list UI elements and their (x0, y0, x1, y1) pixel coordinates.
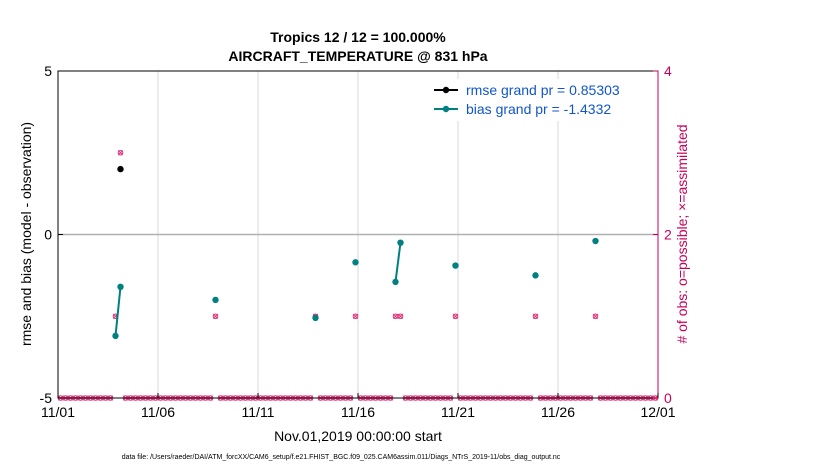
obs-possible-marker (452, 313, 459, 320)
bias-point (452, 262, 459, 269)
x-tick-label: 11/01 (41, 404, 75, 420)
obs-count-marker (452, 313, 459, 320)
obs-assimilated-marker (452, 313, 459, 319)
obs-assimilated-marker (352, 313, 359, 319)
y-tick-label: -5 (40, 390, 53, 406)
x-tick-label: 11/21 (441, 404, 475, 420)
legend: rmse grand pr = 0.85303 bias grand pr = … (428, 79, 650, 121)
legend-label-bias: bias grand pr = -1.4332 (466, 101, 611, 117)
bias-line-segment (114, 286, 122, 336)
rmse-point (117, 165, 124, 173)
obs-assimilated-marker (532, 313, 539, 319)
series-layer (112, 165, 599, 340)
x-tick-label: 11/11 (242, 404, 275, 420)
legend-box (428, 79, 650, 121)
obs-possible-marker (212, 313, 219, 320)
y-tick-label: 5 (44, 63, 52, 79)
obs-possible-marker (592, 313, 599, 320)
obs-count-marker (592, 313, 599, 320)
x-tick-label: 11/06 (141, 404, 175, 420)
obs-assimilated-marker (117, 150, 124, 156)
legend-marker-rmse (442, 86, 450, 94)
x-axis-label: Nov.01,2019 00:00:00 start (274, 428, 442, 444)
tick-layer: 11/01 11/06 11/11 11/16 11/21 11/26 12/01 -5 0 5 0… (40, 63, 676, 420)
obs-assimilated-marker (392, 313, 399, 319)
y-axis-label: rmse and bias (model - observation) (18, 122, 34, 346)
bias-point (592, 237, 599, 245)
y-tick-label: 0 (44, 227, 52, 243)
y-right-tick-label: 4 (664, 63, 672, 79)
x-tick-label: 11/26 (541, 404, 575, 420)
legend-label-rmse: rmse grand pr = 0.85303 (466, 82, 620, 98)
obs-count-marker (117, 149, 124, 156)
bias-point (117, 283, 124, 291)
obs-possible-marker (352, 313, 359, 320)
bias-point (352, 259, 359, 266)
legend-marker-bias (442, 105, 450, 113)
bias-point (532, 272, 539, 279)
obs-count-marker (352, 313, 359, 320)
y-right-tick-label: 2 (664, 227, 672, 243)
grid-layer (58, 71, 658, 398)
bias-point (312, 314, 319, 322)
obs-possible-marker (117, 149, 124, 156)
obs-assimilated-marker (397, 313, 404, 319)
bias-line-segment (394, 242, 402, 283)
obs-possible-marker (397, 313, 404, 320)
obs-count-marker (532, 313, 539, 320)
bias-point (397, 239, 404, 246)
obs-count-marker (212, 313, 219, 320)
obs-assimilated-marker (592, 313, 599, 319)
y-right-tick-label: 0 (664, 390, 672, 406)
data-file-footnote: data file: /Users/raeder/DAI/ATM_forcXX/… (122, 454, 561, 461)
x-tick-label: 12/01 (640, 404, 675, 420)
chart-title-line1: Tropics 12 / 12 = 100.000% (270, 29, 446, 45)
bias-point (112, 332, 119, 340)
chart-title-line2: AIRCRAFT_TEMPERATURE @ 831 hPa (228, 48, 487, 64)
y-axis-right-label: # of obs: o=possible; ×=assimilated (674, 124, 690, 343)
x-tick-label: 11/16 (341, 404, 375, 420)
obs-assimilated-marker (212, 313, 219, 319)
bias-point (392, 278, 399, 286)
bias-point (212, 296, 219, 304)
obs-possible-marker (532, 313, 539, 320)
obs-count-marker (397, 313, 404, 320)
